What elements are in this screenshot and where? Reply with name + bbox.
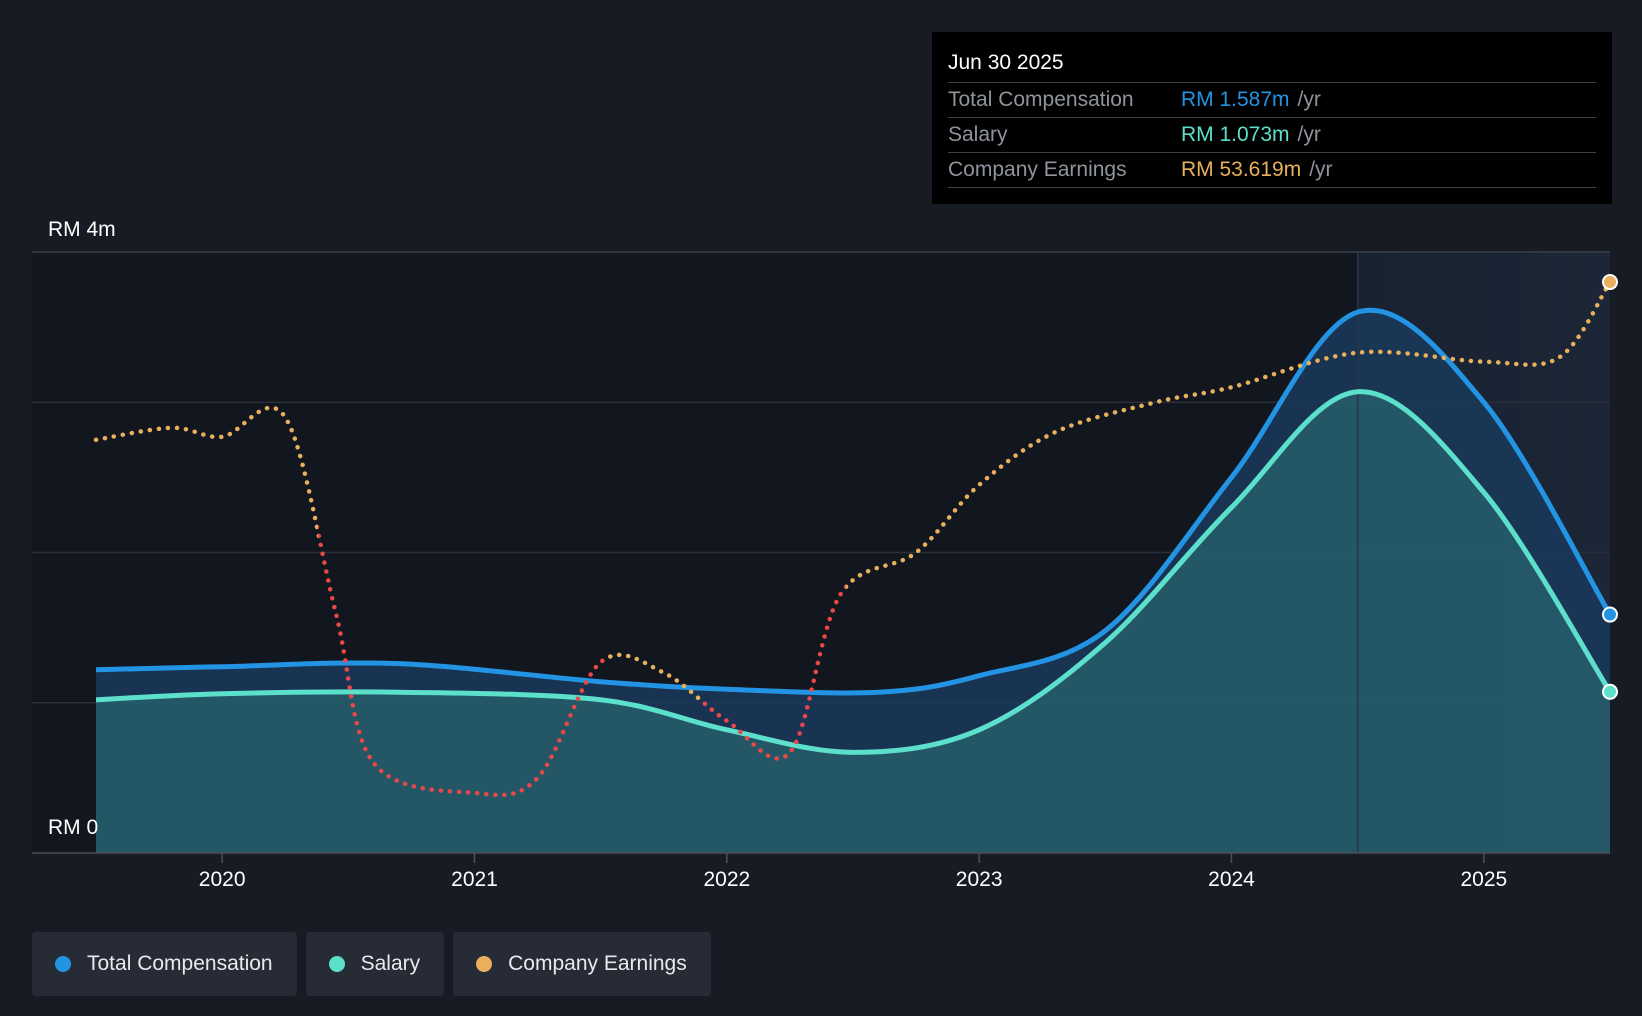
tooltip-unit: /yr [1297,88,1321,111]
salary-line [95,389,1610,755]
x-tick-label: 2023 [956,868,1003,891]
legend: Total Compensation Salary Company Earnin… [32,932,711,996]
tooltip-unit: /yr [1297,123,1321,146]
tooltip-row-total-compensation: Total Compensation RM 1.587m /yr [948,83,1596,118]
x-tick-label: 2021 [451,868,498,891]
legend-item-salary[interactable]: Salary [305,932,445,996]
dot-icon [476,956,493,972]
total-compensation-line [95,307,1610,696]
tooltip-unit: /yr [1309,158,1333,181]
y-axis-label-max: RM 4m [48,218,116,241]
tooltip-panel: Jun 30 2025 Total Compensation RM 1.587m… [932,32,1612,204]
dot-icon [328,956,345,972]
salary-marker[interactable] [1602,683,1618,700]
y-axis-label-min: RM 0 [48,816,98,839]
tooltip-date: Jun 30 2025 [948,46,1596,83]
legend-item-total-compensation[interactable]: Total Compensation [32,932,297,996]
legend-item-company-earnings[interactable]: Company Earnings [453,932,711,996]
x-axis: 2020 2021 2022 2023 2024 2025 [199,853,1507,891]
x-tick-label: 2022 [703,868,750,891]
company-earnings-marker[interactable] [1602,274,1618,291]
legend-label: Total Compensation [87,952,273,975]
tooltip-label: Salary [948,123,1008,146]
total-compensation-marker[interactable] [1602,606,1618,623]
legend-label: Salary [360,952,421,975]
tooltip-value: RM 1.587m [1181,88,1290,111]
x-tick-label: 2020 [199,868,246,891]
salary-area [96,391,1610,853]
legend-label: Company Earnings [508,952,687,975]
x-tick-label: 2025 [1460,868,1507,891]
x-tick-label: 2024 [1208,868,1255,891]
tooltip-label: Company Earnings [948,158,1127,181]
tooltip-row-company-earnings: Company Earnings RM 53.619m /yr [948,153,1596,188]
tooltip-value: RM 1.073m [1181,123,1290,146]
tooltip-value: RM 53.619m [1181,158,1302,181]
tooltip-row-salary: Salary RM 1.073m /yr [948,118,1596,153]
tooltip-label: Total Compensation [948,88,1134,111]
dot-icon [55,956,71,972]
company-earnings-negative-line [318,279,846,798]
